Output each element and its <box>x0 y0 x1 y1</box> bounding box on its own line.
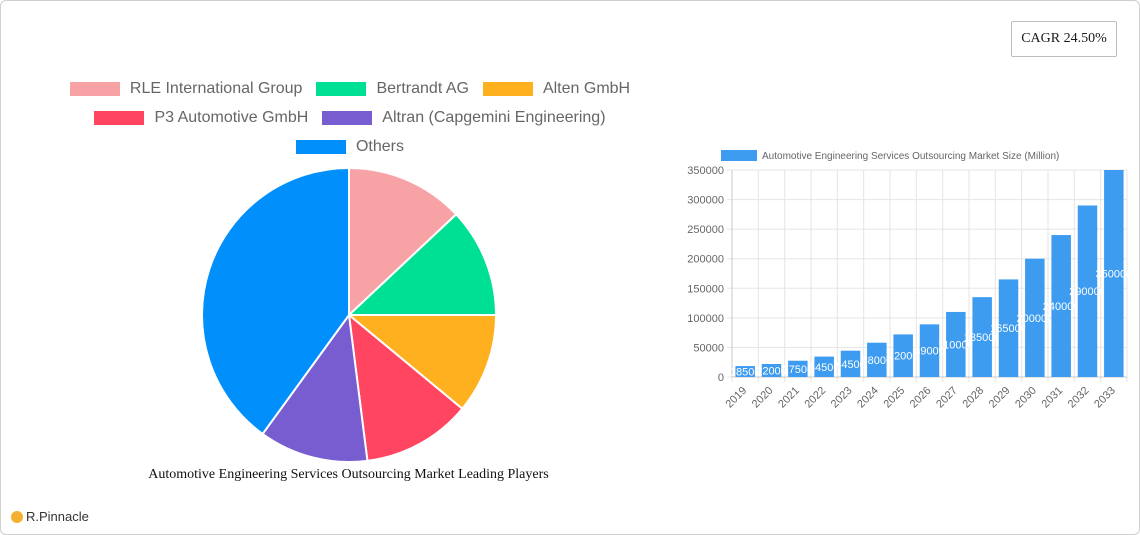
bar-value-label: 89000 <box>914 346 945 358</box>
bar-value-label: 165000 <box>990 323 1027 335</box>
legend-item-altran[interactable]: Altran (Capgemini Engineering) <box>322 108 606 127</box>
pie-slice[interactable] <box>346 314 498 411</box>
x-tick-label: 2032 <box>1066 385 1092 410</box>
bar-value-label: 72000 <box>888 351 919 363</box>
brand: R.Pinnacle <box>11 509 89 524</box>
x-tick-label: 2029 <box>987 385 1013 410</box>
legend-item-p3[interactable]: P3 Automotive GmbH <box>94 109 308 127</box>
bar-value-label: 44500 <box>835 359 866 371</box>
pie-slice[interactable] <box>348 166 458 318</box>
bar-chart: Automotive Engineering Services Outsourc… <box>680 140 1140 410</box>
bar[interactable] <box>735 366 755 377</box>
bar-value-label: 27500 <box>783 364 814 376</box>
bar-value-label: 135000 <box>964 332 1001 344</box>
bar[interactable] <box>1051 235 1071 377</box>
x-tick-label: 2021 <box>776 385 802 410</box>
bar-value-label: 22000 <box>756 365 787 377</box>
pie-chart-title: Automotive Engineering Services Outsourc… <box>148 467 549 482</box>
bar-value-label: 200000 <box>1016 313 1053 325</box>
bar[interactable] <box>814 356 834 377</box>
legend-swatch <box>316 81 367 96</box>
x-tick-label: 2033 <box>1092 385 1118 410</box>
x-tick-label: 2031 <box>1039 385 1065 410</box>
legend-label: P3 Automotive GmbH <box>154 108 309 126</box>
legend-item-bertrandt[interactable]: Bertrandt AG <box>316 80 469 98</box>
bar[interactable] <box>867 342 887 377</box>
bar[interactable] <box>998 279 1019 377</box>
legend-label: Alten GmbH <box>542 79 631 97</box>
pie-chart-svg <box>201 166 498 463</box>
bar[interactable] <box>1025 258 1045 377</box>
y-tick-label: 100000 <box>687 313 724 325</box>
brand-name: R.Pinnacle <box>26 509 89 524</box>
bar[interactable] <box>972 297 992 377</box>
bar[interactable] <box>840 350 861 377</box>
y-tick-label: 150000 <box>687 283 724 295</box>
legend-label: Others <box>355 137 404 155</box>
cagr-badge: CAGR 24.50% <box>1011 21 1117 57</box>
x-tick-label: 2027 <box>934 385 960 410</box>
pie-slice[interactable] <box>346 212 498 316</box>
bar-value-label: 290000 <box>1069 286 1106 298</box>
x-tick-label: 2026 <box>908 385 934 410</box>
x-tick-label: 2025 <box>881 385 907 410</box>
pie-slice[interactable] <box>347 312 464 462</box>
legend-swatch <box>482 81 533 96</box>
bar-value-label: 240000 <box>1043 301 1080 313</box>
bar[interactable] <box>1077 205 1098 377</box>
brand-logo-icon <box>11 510 23 523</box>
y-tick-label: 250000 <box>687 224 724 236</box>
bar[interactable] <box>946 311 966 377</box>
pie-legend-row: P3 Automotive GmbH Altran (Capgemini Eng… <box>40 103 660 132</box>
pie-slice[interactable] <box>261 312 369 463</box>
bar[interactable] <box>788 360 808 377</box>
legend-swatch <box>94 110 145 125</box>
x-tick-label: 2019 <box>723 385 749 410</box>
bar-value-label: 350000 <box>1095 269 1132 281</box>
bar-value-label: 58000 <box>862 355 893 367</box>
y-tick-label: 0 <box>718 372 724 384</box>
bar[interactable] <box>1104 170 1124 377</box>
bar[interactable] <box>761 363 782 377</box>
legend-label: RLE International Group <box>129 79 303 97</box>
legend-label: Altran (Capgemini Engineering) <box>382 108 606 126</box>
legend-item-alten[interactable]: Alten GmbH <box>482 79 631 98</box>
bar-value-label: 34500 <box>809 362 840 374</box>
y-tick-label: 200000 <box>687 254 724 266</box>
legend-swatch <box>322 110 373 125</box>
bar-value-label: 110000 <box>938 339 974 351</box>
x-tick-label: 2024 <box>855 385 881 410</box>
x-tick-label: 2022 <box>802 385 828 410</box>
bar-legend-swatch <box>721 150 757 161</box>
pie-legend-row: RLE International Group Bertrandt AG Alt… <box>40 74 660 103</box>
bar-chart-svg: Automotive Engineering Services Outsourc… <box>687 150 1132 410</box>
legend-label: Bertrandt AG <box>376 79 469 97</box>
legend-item-rle[interactable]: RLE International Group <box>69 79 303 98</box>
pie-slice[interactable] <box>201 166 350 436</box>
bar[interactable] <box>919 324 940 377</box>
pie-legend-row: Others <box>40 132 660 161</box>
y-tick-label: 50000 <box>693 342 724 354</box>
y-tick-label: 350000 <box>687 165 724 177</box>
x-tick-label: 2020 <box>750 385 776 410</box>
legend-swatch <box>69 81 120 96</box>
x-tick-label: 2028 <box>960 385 986 410</box>
bar-legend-label[interactable]: Automotive Engineering Services Outsourc… <box>762 151 1059 162</box>
pie-legend: RLE International Group Bertrandt AG Alt… <box>40 74 660 161</box>
pie-chart <box>200 166 498 464</box>
x-tick-label: 2023 <box>829 385 855 410</box>
y-tick-label: 300000 <box>687 195 724 207</box>
x-tick-label: 2030 <box>1013 385 1039 410</box>
legend-item-others[interactable]: Others <box>295 137 404 156</box>
bar[interactable] <box>893 334 913 377</box>
bar-value-label: 18500 <box>730 367 761 379</box>
legend-swatch <box>295 139 346 154</box>
